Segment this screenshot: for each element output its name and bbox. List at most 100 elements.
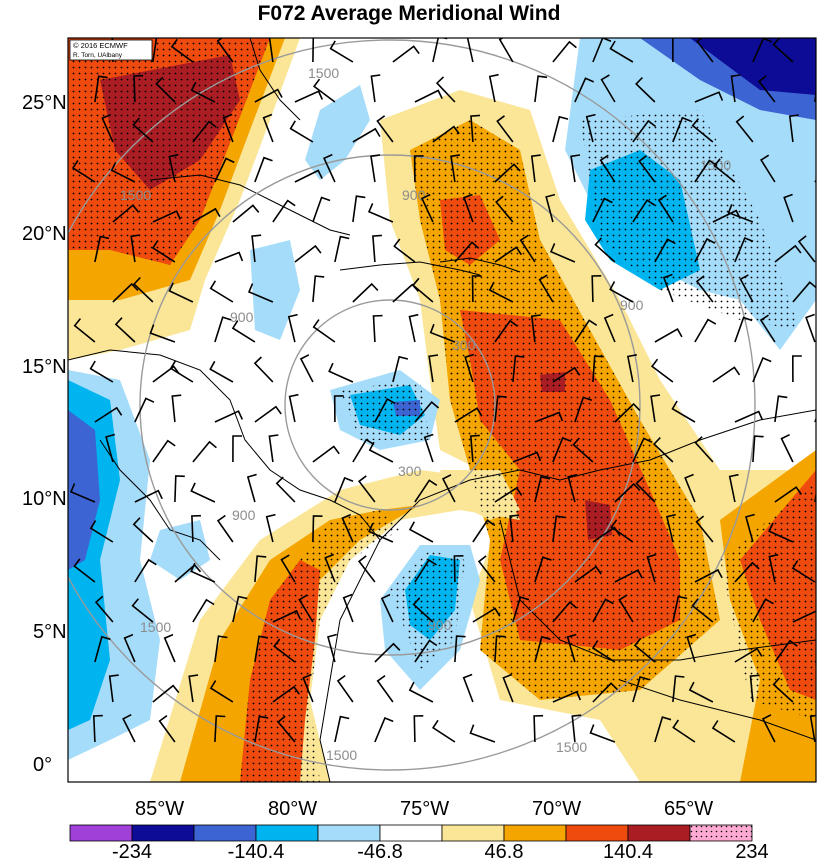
wind-barb (112, 204, 140, 223)
wind-barb (469, 724, 496, 743)
wind-barb (192, 598, 215, 623)
wind-barb (108, 674, 119, 703)
wind-barb (122, 713, 136, 743)
range-ring-900 (139, 154, 641, 656)
wind-barb (294, 169, 323, 183)
ring-label-1500d: 1500 (140, 619, 171, 635)
colorbar (69, 824, 753, 842)
wind-barb (368, 522, 394, 543)
wind-barb (294, 244, 322, 263)
range-ring-300 (284, 299, 496, 511)
wind-barb (610, 519, 634, 543)
wind-barb (441, 474, 456, 503)
wind-barb (494, 246, 523, 263)
wind-barb (412, 597, 434, 623)
wind-barb (169, 360, 194, 383)
wind-barb (533, 714, 544, 743)
wind-barb (168, 282, 194, 303)
wind-barb (413, 155, 424, 183)
wind-barb (367, 203, 394, 223)
wind-barb (632, 119, 656, 143)
wind-barb (805, 313, 816, 343)
wind-barb (392, 355, 409, 383)
colorbar-label-1: -234 (112, 841, 152, 862)
wind-barb (686, 633, 697, 663)
wind-barb (342, 593, 354, 623)
ring-label-300b: 300 (398, 463, 422, 479)
wind-barb (552, 601, 578, 623)
wind-barb (712, 366, 741, 383)
wind-barb (392, 45, 420, 63)
wind-barb (133, 74, 144, 103)
wind-barb (672, 38, 674, 63)
wind-barb (411, 277, 434, 303)
ring-label-900a: 900 (230, 309, 254, 325)
wind-barb (592, 682, 618, 703)
wind-barb (530, 314, 541, 343)
wind-barb (265, 513, 276, 543)
wind-barb (632, 676, 649, 703)
wind-barb (414, 400, 440, 423)
wind-barb (752, 598, 774, 623)
wind-barb (302, 673, 314, 703)
lon-label-80: 80°W (268, 798, 317, 820)
lon-label-75: 75°W (400, 798, 449, 820)
wind-barb (592, 38, 612, 63)
wind-barb (791, 560, 816, 583)
wind-barb (462, 193, 474, 223)
wind-barb (134, 558, 157, 583)
wind-barb (574, 565, 602, 583)
range-rings (68, 39, 756, 771)
wind-barb (694, 436, 714, 463)
wind-barb (672, 719, 696, 743)
wind-barb (214, 635, 228, 663)
wind-barb (549, 243, 576, 263)
lat-label-0: 0° (33, 754, 52, 776)
wind-barb (745, 513, 755, 543)
wind-barb (123, 633, 136, 663)
wind-barb (254, 715, 269, 743)
lat-label-20: 20°N (22, 223, 67, 245)
wind-barb (768, 553, 779, 583)
wind-barb (131, 598, 154, 623)
wind-barb (380, 593, 394, 623)
wind-barb (591, 275, 602, 303)
wind-barb (432, 125, 460, 143)
longitude-labels: 85°W 80°W 75°W 70°W 65°W (135, 798, 713, 820)
wind-barb (429, 323, 456, 343)
wind-barb (734, 561, 760, 583)
wind-barb (134, 489, 163, 503)
wind-barb (420, 193, 434, 223)
wind-barb (496, 115, 514, 143)
wind-barb (413, 715, 424, 743)
colorbar-swatch (317, 824, 381, 842)
wind-barb (534, 635, 551, 663)
map-panel: 300 300 900 900 900 900 900 1500 1500 15… (68, 38, 816, 782)
wind-barb (336, 674, 354, 703)
wind-barb (253, 356, 274, 383)
wind-barb (454, 635, 466, 663)
wind-barb (254, 555, 267, 583)
wind-barb (728, 473, 739, 503)
wind-barb (414, 89, 443, 103)
wind-barb (594, 237, 616, 263)
wind-barb (299, 354, 314, 383)
wind-barb (214, 157, 235, 183)
wind-barb (671, 400, 696, 423)
wind-barb (534, 411, 564, 423)
wind-barb (357, 475, 376, 503)
wind-barb (694, 318, 717, 343)
wind-barb (94, 406, 123, 423)
wind-barb (209, 280, 234, 303)
wind-barb (470, 114, 481, 143)
colorbar-swatch (627, 824, 691, 842)
wind-barb (759, 314, 776, 343)
wind-barb (734, 316, 753, 343)
wind-barb (566, 633, 577, 663)
wind-barb (657, 194, 674, 223)
wind-barb (477, 555, 496, 583)
wind-barb (519, 234, 536, 263)
wind-barb (614, 482, 641, 503)
wind-barb (530, 154, 541, 183)
wind-barb (370, 154, 381, 183)
